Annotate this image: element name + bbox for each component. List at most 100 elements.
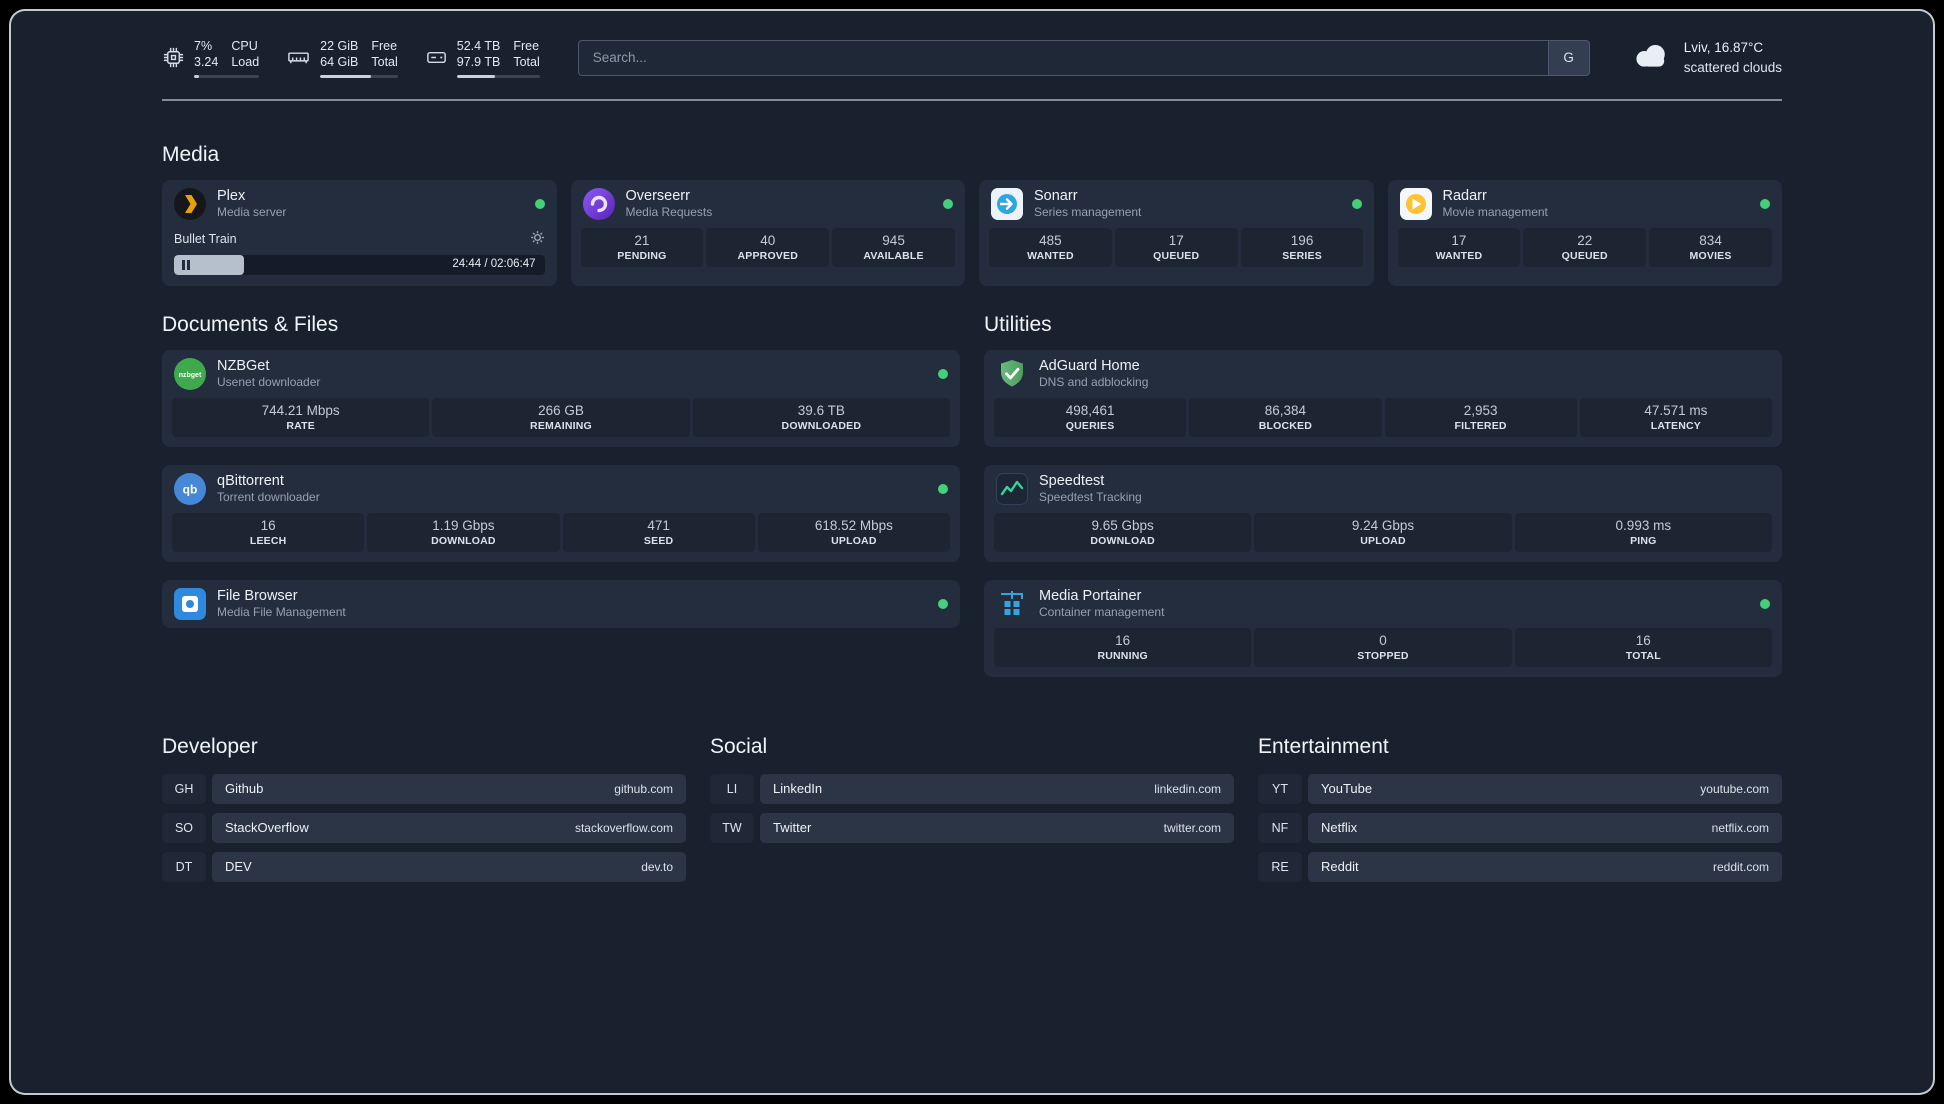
stat-label: BLOCKED: [1258, 419, 1313, 432]
stat-value: 485: [1039, 232, 1062, 248]
bookmark-twitter[interactable]: TW Twitter twitter.com: [710, 812, 1234, 843]
weather-condition: scattered clouds: [1683, 59, 1782, 75]
cpu-load-label: Load: [231, 55, 260, 70]
service-card-qbittorrent[interactable]: qb qBittorrent Torrent downloader 16 LEE…: [162, 464, 960, 562]
bookmark-abbr: NF: [1258, 812, 1302, 843]
stat-value: 471: [647, 517, 670, 533]
bookmark-name: LinkedIn: [773, 781, 823, 796]
bookmark-dev[interactable]: DT DEV dev.to: [162, 851, 686, 882]
utilities-column: Utilities: [984, 313, 1782, 677]
stat-value: 17: [1451, 232, 1467, 248]
stat-value: 1.19 Gbps: [432, 517, 495, 533]
stat-block: 471 SEED: [562, 512, 755, 552]
bookmark-url: netflix.com: [1711, 820, 1769, 835]
playback-progressbar[interactable]: 24:44 / 02:06:47: [174, 254, 545, 275]
stat-value: 16: [1115, 632, 1131, 648]
status-dot: [1760, 198, 1770, 209]
plex-icon: [174, 187, 206, 220]
bookmark-name: StackOverflow: [225, 820, 309, 835]
service-card-speedtest[interactable]: Speedtest Speedtest Tracking 9.65 Gbps D…: [984, 464, 1782, 562]
bookmark-reddit[interactable]: RE Reddit reddit.com: [1258, 851, 1782, 882]
memory-free-label: Free: [371, 39, 398, 53]
stat-value: 744.21 Mbps: [261, 402, 340, 418]
service-card-radarr[interactable]: Radarr Movie management 17 WANTED 22 QUE…: [1387, 179, 1782, 286]
stat-value: 9.65 Gbps: [1091, 517, 1154, 533]
bookmark-stackoverflow[interactable]: SO StackOverflow stackoverflow.com: [162, 812, 686, 843]
stat-value: 86,384: [1264, 402, 1307, 418]
service-name: Plex: [217, 188, 246, 204]
service-card-overseerr[interactable]: Overseerr Media Requests 21 PENDING 40 A…: [570, 179, 965, 286]
stat-label: RATE: [286, 419, 315, 432]
stat-block: 9.65 Gbps DOWNLOAD: [994, 512, 1252, 552]
service-card-plex[interactable]: Plex Media server Bullet Train: [162, 179, 557, 286]
stat-value: 47.571 ms: [1644, 402, 1708, 418]
service-description: Speedtest Tracking: [1039, 490, 1142, 504]
stat-label: LATENCY: [1650, 419, 1701, 432]
bookmark-name: Twitter: [773, 820, 812, 835]
status-dot: [943, 198, 953, 209]
stat-block: 0 STOPPED: [1254, 627, 1512, 667]
stat-block: 834 MOVIES: [1649, 227, 1772, 267]
now-playing-title: Bullet Train: [174, 231, 237, 246]
bookmark-group-developer: Developer GH Github github.com SO StackO…: [162, 735, 686, 882]
stat-value: 945: [882, 232, 905, 248]
svg-text:nzbget: nzbget: [179, 371, 202, 378]
stat-label: AVAILABLE: [863, 249, 924, 262]
section-title-media: Media: [162, 142, 220, 166]
service-card-adguard[interactable]: AdGuard Home DNS and adblocking 498,461 …: [984, 349, 1782, 447]
section-title-social: Social: [710, 734, 768, 758]
stat-block: 2,953 FILTERED: [1384, 397, 1577, 437]
service-card-sonarr[interactable]: Sonarr Series management 485 WANTED 17 Q…: [979, 179, 1374, 286]
service-name: NZBGet: [217, 358, 270, 374]
stat-label: LEECH: [249, 534, 287, 547]
stat-value: 266 GB: [538, 402, 584, 418]
stat-label: WANTED: [1435, 249, 1483, 262]
stat-block: 1.19 Gbps DOWNLOAD: [367, 512, 560, 552]
cpu-label: CPU: [231, 39, 258, 53]
stat-value: 834: [1699, 232, 1722, 248]
stat-label: REMAINING: [530, 419, 592, 432]
bookmark-abbr: YT: [1258, 773, 1302, 804]
service-description: DNS and adblocking: [1039, 375, 1149, 389]
player-settings-gear-icon[interactable]: [530, 230, 545, 248]
dashboard-page: 7% 3.24 CPU Load: [9, 9, 1935, 1095]
speedtest-icon: [996, 472, 1028, 505]
bookmark-abbr: SO: [162, 812, 206, 843]
bookmark-youtube[interactable]: YT YouTube youtube.com: [1258, 773, 1782, 804]
stat-block: 266 GB REMAINING: [432, 397, 690, 437]
bookmark-url: linkedin.com: [1154, 781, 1221, 796]
bookmark-name: Github: [225, 781, 264, 796]
bookmark-name: Reddit: [1321, 859, 1359, 874]
cpu-widget: 7% 3.24 CPU Load: [162, 38, 260, 78]
service-card-filebrowser[interactable]: File Browser Media File Management: [162, 579, 960, 628]
stat-block: 196 SERIES: [1240, 227, 1364, 267]
bookmark-github[interactable]: GH Github github.com: [162, 773, 686, 804]
stat-block: 22 QUEUED: [1523, 227, 1647, 267]
bookmark-url: reddit.com: [1712, 859, 1769, 874]
cpu-load-value: 3.24: [194, 55, 219, 70]
stat-label: UPLOAD: [1360, 534, 1406, 547]
bookmark-linkedin[interactable]: LI LinkedIn linkedin.com: [710, 773, 1234, 804]
resource-widgets: 7% 3.24 CPU Load: [162, 38, 540, 78]
stat-block: 0.993 ms PING: [1514, 512, 1772, 552]
stat-block: 17 WANTED: [1397, 227, 1521, 267]
service-card-portainer[interactable]: Media Portainer Container management 16 …: [984, 579, 1782, 677]
search-provider-button[interactable]: G: [1547, 39, 1590, 76]
service-name: Radarr: [1442, 188, 1487, 204]
weather-location: Lviv, 16.87°C: [1683, 40, 1764, 56]
stat-value: 39.6 TB: [797, 402, 845, 418]
search-input[interactable]: [577, 39, 1548, 76]
pause-icon[interactable]: [182, 259, 190, 270]
service-card-nzbget[interactable]: nzbget NZBGet Usenet downloader 744.21 M…: [162, 349, 960, 447]
service-name: qBittorrent: [217, 473, 284, 489]
bookmark-url: twitter.com: [1163, 820, 1221, 835]
stat-label: TOTAL: [1625, 649, 1661, 662]
bookmark-abbr: GH: [162, 773, 206, 804]
radarr-icon: [1399, 187, 1432, 220]
bookmark-netflix[interactable]: NF Netflix netflix.com: [1258, 812, 1782, 843]
stat-block: 17 QUEUED: [1114, 227, 1238, 267]
stat-value: 17: [1168, 232, 1184, 248]
stat-value: 22: [1577, 232, 1593, 248]
stat-label: QUEUED: [1561, 249, 1608, 262]
stat-block: 618.52 Mbps UPLOAD: [757, 512, 950, 552]
